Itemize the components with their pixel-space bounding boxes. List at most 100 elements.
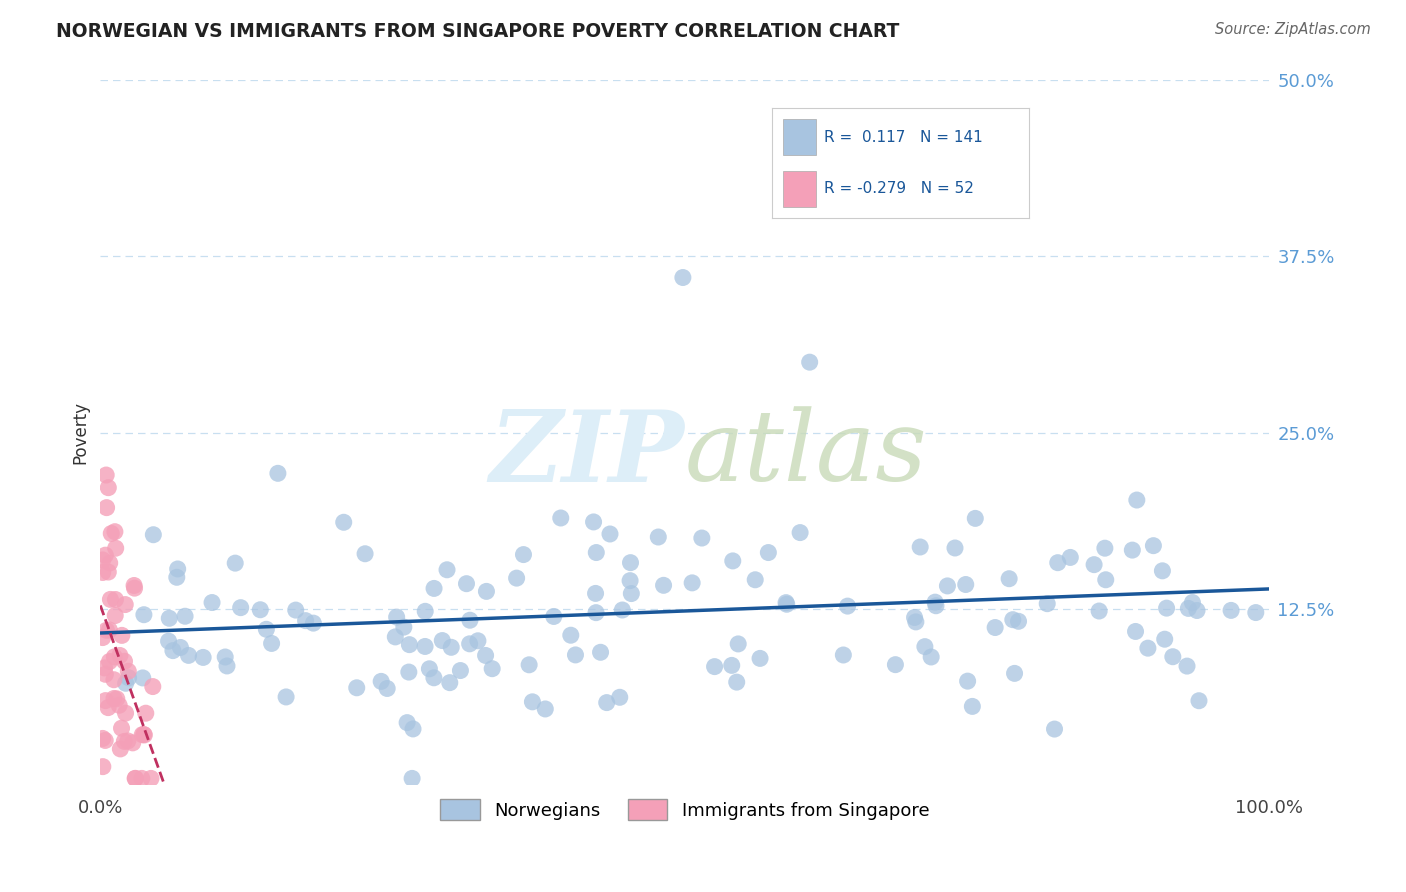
Point [413, 604, 436, 618]
Point [117, 671, 139, 685]
Point [920, 650, 942, 665]
Point [91, 553, 114, 567]
Point [1142, 539, 1164, 553]
Point [104, 608, 127, 623]
Point [114, 676, 136, 690]
Point [512, 548, 534, 562]
Point [97, 700, 120, 714]
Point [914, 640, 936, 654]
Point [962, 699, 984, 714]
Point [114, 706, 136, 721]
Point [117, 734, 139, 748]
Point [392, 620, 415, 634]
Point [103, 649, 125, 664]
Point [474, 648, 496, 663]
Point [94, 667, 117, 681]
Point [385, 610, 408, 624]
Point [799, 355, 821, 369]
Point [543, 609, 565, 624]
Point [560, 628, 582, 642]
Point [177, 648, 200, 663]
Point [1125, 624, 1147, 639]
Point [1244, 606, 1267, 620]
Point [619, 556, 641, 570]
Point [596, 696, 619, 710]
Legend: Norwegians, Immigrants from Singapore: Norwegians, Immigrants from Singapore [432, 790, 938, 830]
Point [789, 525, 811, 540]
Point [837, 599, 859, 613]
Point [229, 600, 252, 615]
Point [943, 541, 966, 555]
Text: NORWEGIAN VS IMMIGRANTS FROM SINGAPORE POVERTY CORRELATION CHART: NORWEGIAN VS IMMIGRANTS FROM SINGAPORE P… [56, 22, 900, 41]
Point [98, 655, 121, 669]
Point [104, 524, 127, 539]
Point [1121, 543, 1143, 558]
Point [720, 658, 742, 673]
Point [139, 772, 162, 786]
Point [124, 772, 146, 786]
Point [550, 511, 572, 525]
Point [254, 622, 277, 636]
Point [585, 545, 607, 559]
Point [1094, 541, 1116, 556]
Point [589, 645, 612, 659]
Point [749, 651, 772, 665]
Point [1156, 601, 1178, 615]
Point [776, 597, 799, 611]
Point [440, 640, 463, 655]
Point [157, 634, 180, 648]
Point [267, 467, 290, 481]
Point [214, 650, 236, 665]
Point [384, 630, 406, 644]
Point [1152, 564, 1174, 578]
Point [114, 598, 136, 612]
Point [652, 578, 675, 592]
Point [122, 578, 145, 592]
Text: ZIP: ZIP [489, 406, 685, 502]
Point [904, 615, 927, 629]
Point [224, 556, 246, 570]
Point [436, 563, 458, 577]
Point [354, 547, 377, 561]
Point [134, 728, 156, 742]
Point [647, 530, 669, 544]
Point [744, 573, 766, 587]
Point [681, 575, 703, 590]
Point [91, 759, 114, 773]
Point [756, 545, 779, 559]
Text: atlas: atlas [685, 406, 928, 501]
Point [108, 698, 131, 713]
Point [104, 541, 127, 556]
Point [1177, 601, 1199, 615]
Point [332, 516, 354, 530]
Point [94, 548, 117, 562]
Point [505, 571, 527, 585]
Point [132, 727, 155, 741]
Point [396, 715, 419, 730]
Point [984, 620, 1007, 634]
Point [1088, 604, 1111, 618]
Point [1220, 603, 1243, 617]
Point [93, 661, 115, 675]
Point [191, 650, 214, 665]
Point [121, 736, 143, 750]
Point [302, 616, 325, 631]
Point [727, 637, 749, 651]
Point [1161, 649, 1184, 664]
Point [132, 671, 155, 685]
Point [1126, 493, 1149, 508]
Point [612, 603, 634, 617]
Point [96, 624, 118, 638]
Point [117, 665, 139, 679]
Point [620, 586, 643, 600]
Point [114, 654, 136, 668]
Point [1001, 613, 1024, 627]
Point [112, 734, 135, 748]
Point [132, 607, 155, 622]
Point [105, 691, 128, 706]
Point [413, 640, 436, 654]
Point [955, 577, 977, 591]
Point [965, 511, 987, 525]
Point [1181, 596, 1204, 610]
Point [908, 540, 931, 554]
